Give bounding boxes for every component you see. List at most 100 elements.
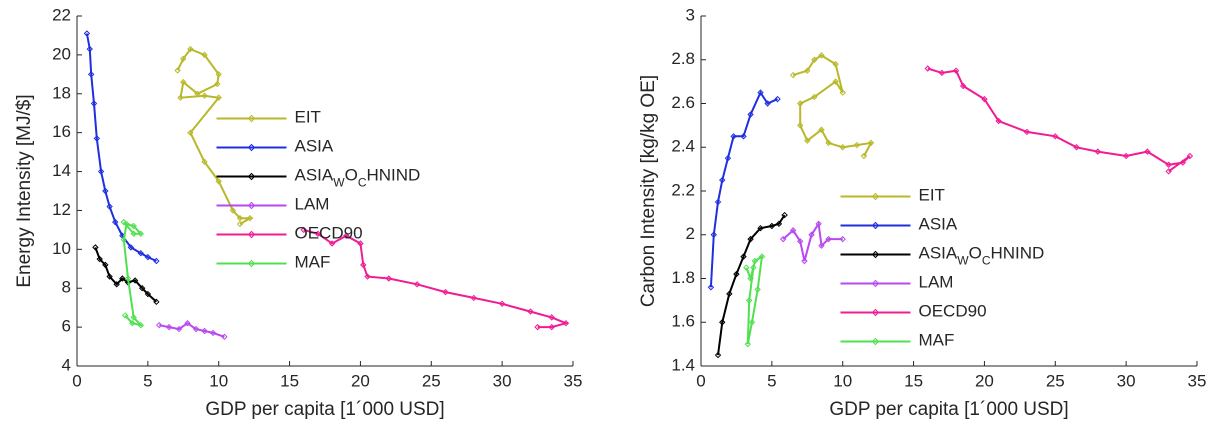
series-line	[782, 220, 843, 262]
x-tick-label: 0	[696, 371, 705, 390]
data-point	[818, 242, 825, 249]
data-point	[385, 275, 392, 282]
data-point	[201, 158, 208, 166]
data-point	[129, 320, 136, 327]
data-point	[215, 71, 222, 78]
data-point	[83, 30, 91, 37]
data-point	[357, 240, 364, 247]
legend-marker	[871, 337, 880, 346]
data-point	[314, 230, 322, 237]
y-tick-label: 2.2	[671, 180, 695, 199]
data-point	[764, 100, 771, 107]
y-tick-label: 1.4	[671, 355, 695, 374]
data-point	[1186, 152, 1194, 160]
x-tick-label: 10	[209, 371, 228, 390]
data-point	[796, 100, 804, 107]
legend-marker	[247, 114, 256, 123]
data-point	[808, 231, 815, 238]
data-point	[184, 320, 191, 327]
legend-label: ASIA	[295, 137, 334, 156]
legend-marker	[247, 259, 256, 268]
data-point	[747, 111, 754, 118]
data-point	[730, 133, 737, 140]
data-point	[1122, 152, 1130, 160]
data-point	[187, 45, 194, 53]
data-point	[796, 122, 804, 129]
x-tick-label: 35	[1188, 371, 1207, 390]
data-point	[87, 71, 95, 78]
series-line	[303, 228, 569, 329]
data-point	[343, 232, 350, 239]
data-point	[130, 314, 137, 321]
legend-label: EIT	[919, 186, 945, 205]
data-point	[1052, 133, 1059, 140]
data-point	[112, 218, 119, 226]
data-point	[750, 264, 757, 271]
x-tick-label: 25	[1046, 371, 1065, 390]
data-point	[548, 323, 555, 331]
data-point	[442, 288, 449, 296]
data-point	[719, 176, 726, 184]
data-point	[724, 154, 732, 162]
data-point	[174, 67, 181, 74]
legend-marker	[247, 230, 256, 239]
data-point	[106, 273, 113, 280]
data-point	[959, 82, 967, 90]
data-point	[155, 321, 163, 329]
x-tick-label: 10	[833, 371, 852, 390]
data-point	[130, 222, 137, 230]
y-tick-label: 6	[62, 317, 71, 336]
data-point	[201, 92, 208, 99]
data-point	[726, 290, 733, 298]
data-point	[1165, 168, 1172, 175]
legend-marker	[247, 172, 256, 181]
data-point	[818, 126, 825, 133]
data-point	[93, 135, 101, 142]
data-point	[758, 253, 766, 260]
data-point	[825, 139, 832, 147]
legend-marker	[871, 279, 880, 288]
legend-label: LAM	[919, 273, 954, 292]
y-tick-label: 2	[686, 224, 695, 243]
data-point	[144, 253, 152, 261]
data-point	[938, 69, 946, 77]
x-tick-label: 30	[493, 371, 512, 390]
data-point	[867, 139, 875, 147]
legend-label: MAF	[295, 253, 331, 272]
y-tick-label: 12	[52, 200, 71, 219]
data-point	[781, 211, 788, 219]
y-tick-label: 20	[52, 44, 71, 63]
series-line	[745, 254, 764, 345]
data-point	[90, 100, 98, 107]
data-point	[745, 297, 753, 304]
data-point	[124, 275, 132, 282]
data-point	[215, 178, 222, 185]
data-point	[214, 80, 221, 88]
data-point	[221, 333, 228, 341]
data-point	[804, 67, 811, 74]
series-line	[709, 90, 778, 288]
data-point	[236, 215, 244, 222]
y-tick-label: 18	[52, 83, 71, 102]
data-point	[952, 67, 960, 74]
x-tick-label: 20	[351, 371, 370, 390]
data-point	[165, 323, 173, 331]
x-tick-label: 5	[767, 371, 776, 390]
series-line	[85, 33, 157, 262]
data-point	[177, 94, 184, 101]
y-tick-label: 3	[686, 5, 695, 24]
legend-label: EIT	[295, 108, 321, 127]
legend-label: OECD90	[919, 302, 987, 321]
y-tick-label: 16	[52, 122, 71, 141]
data-point	[789, 227, 797, 234]
legend-label: OECD90	[295, 224, 363, 243]
y-tick-label: 8	[62, 278, 71, 297]
y-axis-label: Energy Intensity [MJ/$]	[14, 94, 35, 287]
data-point	[744, 340, 751, 348]
data-point	[192, 325, 200, 333]
data-point	[743, 264, 750, 271]
data-point	[102, 187, 109, 195]
data-point	[768, 222, 776, 230]
data-point	[754, 286, 761, 293]
